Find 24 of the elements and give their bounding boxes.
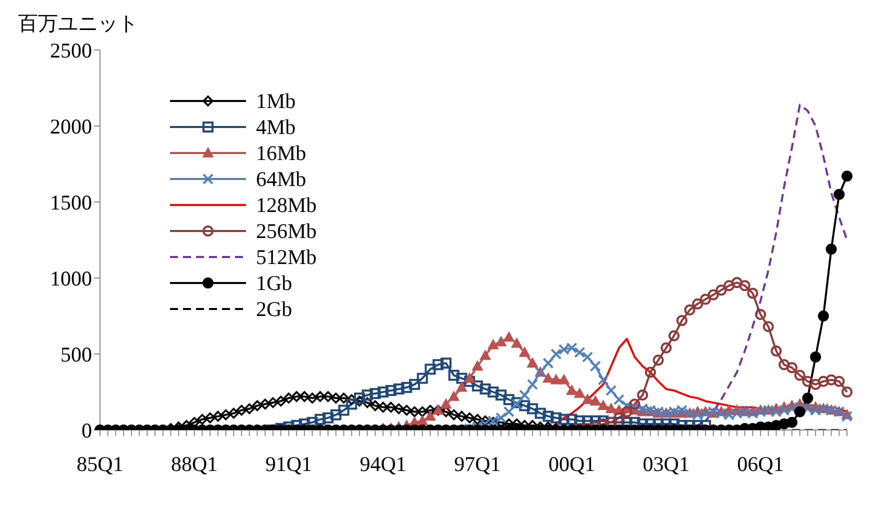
legend-label: 2Gb [256,296,292,322]
y-tick-label: 500 [60,342,92,366]
x-tick-label: 88Q1 [171,452,218,476]
legend-label: 1Gb [256,270,292,296]
y-axis-title: 百万ユニット [18,10,138,37]
y-tick-label: 1500 [50,190,92,214]
x-tick-label: 97Q1 [454,452,501,476]
y-tick-label: 1000 [50,266,92,290]
x-tick-label: 85Q1 [76,452,124,476]
y-tick-label: 2500 [50,38,92,62]
y-tick-label: 2000 [50,114,92,138]
x-tick-label: 00Q1 [548,452,596,476]
legend-label: 128Mb [256,192,317,218]
x-tick-label: 94Q1 [360,452,406,476]
x-tick-label: 91Q1 [265,452,312,476]
y-tick-label: 0 [82,418,92,442]
legend-label: 4Mb [256,114,296,140]
legend-label: 16Mb [256,140,306,166]
x-tick-label: 03Q1 [642,452,690,476]
legend-label: 1Mb [256,88,296,114]
x-tick-label: 06Q1 [737,452,784,476]
legend-label: 64Mb [256,166,306,192]
legend-label: 256Mb [256,218,317,244]
legend-label: 512Mb [256,244,317,270]
